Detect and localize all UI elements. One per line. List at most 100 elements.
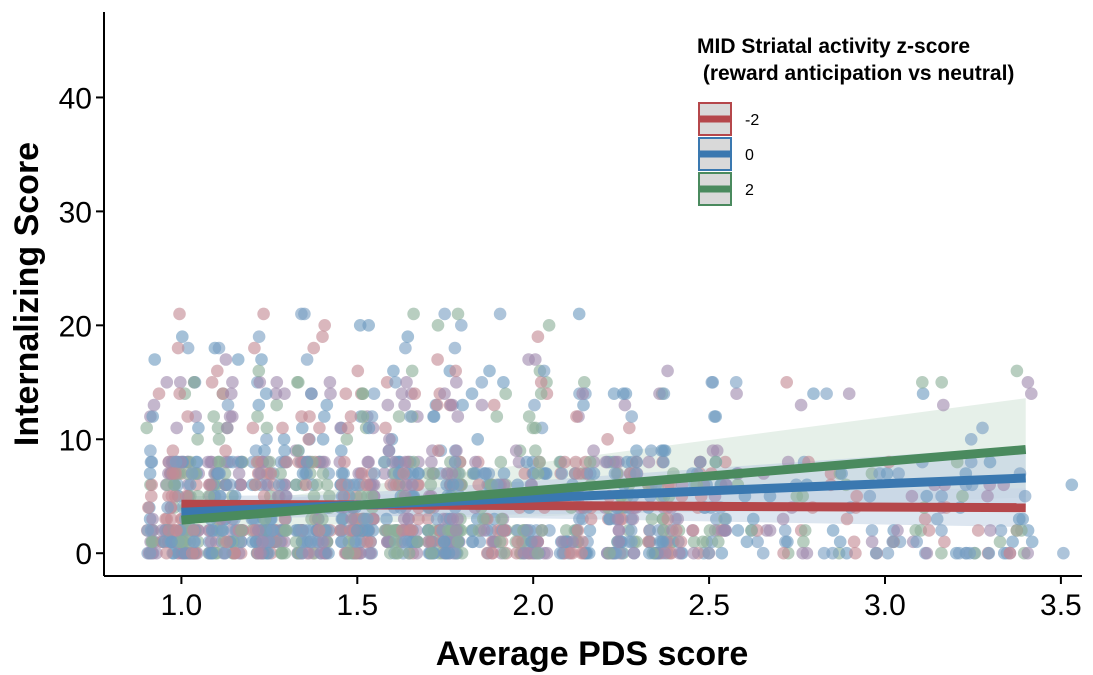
data-point: [316, 455, 329, 469]
data-point: [144, 455, 158, 469]
data-point: [422, 535, 435, 549]
data-point: [274, 467, 287, 480]
data-point: [1057, 546, 1070, 560]
data-point: [299, 478, 313, 492]
x-axis-title: Average PDS score: [436, 635, 748, 673]
data-point: [207, 410, 220, 423]
data-point: [221, 421, 234, 435]
data-point: [252, 467, 266, 480]
data-point: [175, 535, 188, 549]
data-point: [475, 376, 489, 389]
data-point: [367, 387, 381, 401]
data-point: [531, 546, 545, 560]
scatter-points: [140, 307, 1079, 560]
data-point: [703, 524, 717, 537]
data-point: [778, 524, 792, 537]
data-point: [471, 433, 485, 446]
data-point: [555, 467, 569, 480]
data-point: [246, 421, 260, 435]
data-point: [280, 455, 293, 469]
data-point: [892, 467, 905, 480]
data-point: [643, 546, 656, 560]
data-point: [345, 512, 358, 526]
data-point: [397, 512, 411, 526]
data-point: [387, 364, 400, 378]
data-point: [143, 467, 157, 480]
data-point: [584, 467, 597, 480]
data-point: [412, 467, 425, 480]
data-point: [145, 478, 158, 492]
data-point: [456, 398, 469, 412]
data-point: [205, 546, 219, 560]
data-point: [719, 455, 732, 469]
data-point: [160, 546, 173, 560]
regression-line-2: [181, 445, 1027, 525]
data-point: [384, 546, 397, 560]
data-point: [607, 387, 621, 401]
data-point: [920, 489, 933, 503]
data-point: [360, 535, 374, 549]
data-point: [263, 455, 277, 469]
data-point: [300, 455, 314, 469]
data-point: [645, 512, 659, 526]
data-point: [425, 546, 439, 560]
data-point: [1021, 546, 1034, 560]
data-point: [745, 524, 758, 537]
data-point: [141, 524, 154, 537]
data-point: [296, 467, 310, 480]
data-point: [643, 524, 657, 537]
data-point: [377, 455, 391, 469]
data-point: [706, 444, 720, 458]
data-point: [451, 535, 465, 549]
data-point: [160, 376, 174, 389]
data-point: [922, 524, 936, 537]
data-point: [368, 467, 381, 480]
data-point: [320, 398, 334, 412]
data-point: [360, 478, 374, 492]
x-tick-label: 2.5: [688, 589, 730, 622]
data-point: [398, 535, 412, 549]
data-point: [670, 524, 683, 537]
data-point: [572, 307, 586, 321]
data-point: [231, 353, 245, 366]
data-point: [709, 455, 722, 469]
data-point: [696, 535, 710, 549]
data-point: [188, 535, 202, 549]
y-tick-label: 30: [59, 196, 92, 229]
data-point: [203, 478, 216, 492]
data-point: [305, 512, 318, 526]
data-point: [612, 535, 625, 549]
data-point: [316, 330, 329, 344]
data-point: [211, 421, 225, 435]
data-point: [318, 410, 331, 423]
data-point: [440, 467, 454, 480]
data-point: [719, 512, 732, 526]
data-point: [142, 501, 155, 514]
data-point: [448, 341, 462, 355]
data-point: [310, 478, 324, 492]
data-point: [577, 398, 590, 412]
data-point: [430, 398, 444, 412]
data-point: [260, 421, 274, 435]
data-point: [257, 489, 271, 503]
data-point: [173, 307, 186, 321]
data-point: [555, 535, 569, 549]
data-point: [279, 524, 292, 537]
data-point: [272, 478, 286, 492]
data-point: [380, 512, 393, 526]
data-point: [335, 512, 349, 526]
data-point: [467, 467, 481, 480]
data-point: [533, 455, 546, 469]
data-point: [356, 387, 369, 401]
data-point: [379, 421, 392, 435]
data-point: [575, 546, 588, 560]
data-point: [205, 376, 219, 389]
data-point: [659, 546, 672, 560]
data-point: [620, 455, 634, 469]
data-point: [626, 512, 640, 526]
data-point: [569, 455, 582, 469]
data-point: [1018, 489, 1032, 503]
data-point: [611, 512, 625, 526]
data-point: [963, 546, 976, 560]
data-point: [145, 489, 158, 503]
